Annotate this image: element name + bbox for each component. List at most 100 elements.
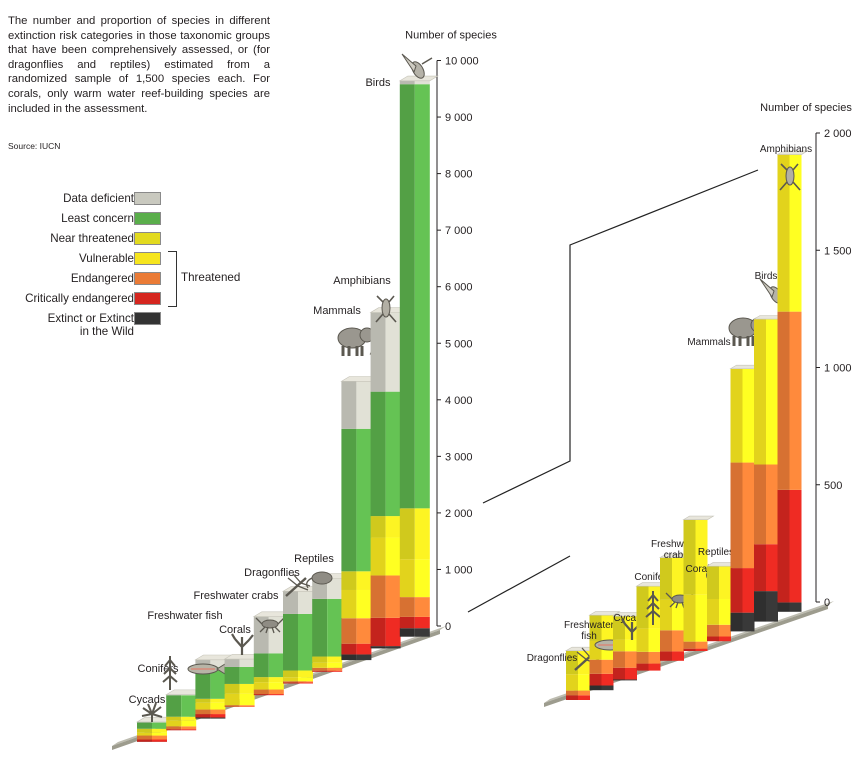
bar-segment [224,659,240,667]
bar-segment [777,602,790,612]
bar-segment [370,391,386,517]
bar-segment [239,666,255,684]
bar-birds: Birds [365,53,439,637]
bar-top-face [588,611,621,616]
y-tick-label: 4 000 [445,395,473,407]
bar-segment [601,615,614,641]
bar-segment [683,519,696,595]
bar-segment [341,618,357,644]
category-label-line: Corals [686,564,715,575]
bar-segment [625,667,637,680]
bar-segment [414,616,430,629]
bar-segment [566,650,578,675]
bar-segment [370,516,386,538]
bar-segment [683,648,696,651]
bar-segment [298,677,313,682]
legend-swatch [134,292,161,305]
bar-segment [195,698,211,703]
bar-segment [660,630,672,652]
bar-segment [399,508,415,560]
bar-dragonflies: Dragonflies [527,646,600,700]
bar-segment [327,662,343,668]
bar-segment [672,599,684,631]
bar-segment [181,695,197,717]
base-platform-front [544,605,828,707]
category-label-line: Dragonflies [244,567,300,579]
bar-segment [754,591,766,622]
bar-reptiles: Reptiles [294,553,352,672]
bar-segment [370,537,386,576]
frog-icon [375,295,397,323]
bar-segment [268,694,284,696]
elephant-icon [337,327,375,356]
bar-segment [695,519,708,595]
bar-segment [660,557,672,600]
bar-segment [239,693,255,706]
bar-segment [789,489,802,603]
bar-top-face [776,150,809,155]
bar-segment [195,702,211,710]
category-label-line: Freshwater fish [147,610,222,622]
legend-swatch [134,312,161,325]
bar-segment [312,598,328,657]
bar-segment [742,462,755,569]
bar-segment [341,589,357,619]
bar-segment [137,722,152,729]
bar-segment [766,591,778,622]
bar-segment [298,613,313,671]
bar-amphibians: Amphibians [760,144,812,612]
bar-segment [601,659,614,674]
y-tick-label: 1 000 [824,363,852,375]
bar-segment [268,682,284,690]
bar-segment [399,628,415,637]
bar-segment [239,705,255,707]
category-label: Dragonflies [244,567,300,579]
y-tick-label: 0 [824,597,830,609]
bar-top-face [682,515,715,520]
bar-segment [195,659,211,668]
category-label-line: Cycads [613,613,646,624]
bar-segment [224,693,240,706]
bar-segment [636,651,649,664]
bar-amphibians: Amphibians [333,275,410,649]
y-axis-label: Number of species [760,102,852,114]
bar-segment [268,689,284,695]
bar-segment [166,716,182,721]
legend-label: Near threatened [50,232,134,245]
bar-segment [312,667,328,671]
bar-reptiles: Reptiles [698,547,739,642]
y-tick-label: 7 000 [445,225,473,237]
bar-segment [660,599,672,631]
bar-segment [210,702,226,710]
bar-segment [356,643,372,655]
bar-segment [327,670,343,672]
legend-label: Endangered [70,272,134,285]
bar-segment [672,557,684,600]
category-label: Freshwater fish [147,610,222,622]
legend-label: Extinct or Extinct in the Wild [47,312,134,338]
bar-segment [399,559,415,598]
bar-segment [648,628,661,652]
caption: The number and proportion of species in … [8,15,270,115]
y-tick-label: 1 000 [445,564,473,576]
category-label-line: Mammals [687,337,730,348]
zoom-connector-lines [467,169,759,613]
bar-segment [578,674,590,691]
legend-label: Data deficient [63,192,134,205]
bar-segment [327,578,343,599]
bar-segment [253,682,269,690]
bar-segment [707,566,719,599]
bar-segment [613,667,625,680]
bar-segment [181,729,197,731]
bar-segment [152,735,167,740]
bar-segment [589,615,602,641]
bar-segment [327,598,343,657]
category-label-line: Freshwater [564,620,615,631]
conifer-icon [645,591,661,625]
category-label-line: Conifers [138,663,179,675]
bar-segment [613,679,625,681]
bar-segment [298,682,313,684]
bar-segment [356,618,372,644]
legend-swatch [134,192,161,205]
legend-swatch [134,212,161,225]
